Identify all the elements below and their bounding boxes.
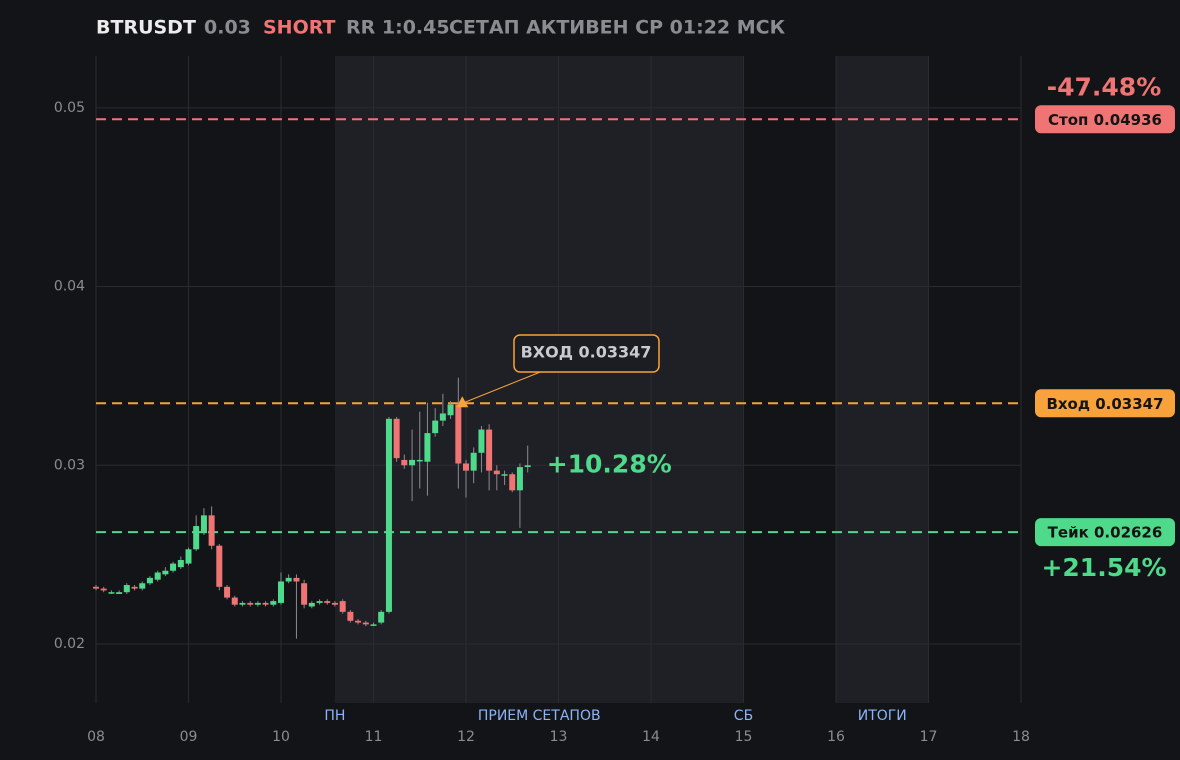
level-change: +21.54% <box>1041 553 1166 582</box>
candle-body <box>200 515 207 534</box>
candle-body <box>193 526 200 550</box>
candle-body <box>208 515 215 546</box>
candle-body <box>316 601 323 603</box>
x-tick-label: 09 <box>180 729 198 745</box>
candle-body <box>100 588 107 591</box>
candle-body <box>270 601 277 605</box>
y-tick-label: 0.05 <box>54 100 85 116</box>
candle-body <box>308 602 315 607</box>
x-tick-label: 10 <box>272 729 290 745</box>
candle-body <box>301 583 308 605</box>
candle-body <box>239 602 246 605</box>
candle-body <box>278 581 284 603</box>
candle-body <box>470 452 477 471</box>
x-tick-label: 14 <box>642 729 660 745</box>
candle-body <box>262 602 269 605</box>
candle-body <box>424 433 431 462</box>
rr: RR 1:0.45 <box>346 17 450 39</box>
session-label: ИТОГИ <box>858 708 907 724</box>
y-tick-label: 0.02 <box>54 636 85 652</box>
candle-body <box>162 570 169 575</box>
annotation-arrow <box>456 396 469 408</box>
level-badge <box>1035 518 1175 547</box>
annotation-leader <box>462 371 541 404</box>
candle-body <box>116 592 123 594</box>
candle-body <box>416 459 423 462</box>
x-tick-label: 12 <box>457 729 475 745</box>
candle-body <box>285 577 292 582</box>
candle-body <box>170 563 177 571</box>
level-change: -47.48% <box>1047 72 1162 101</box>
candle-body <box>139 583 146 589</box>
candle-body <box>355 620 362 623</box>
candle-body <box>439 413 446 421</box>
candle-body <box>108 592 115 594</box>
candle-body <box>247 602 254 605</box>
candle-body <box>447 404 454 416</box>
candle-body <box>254 602 261 605</box>
session-label: ПН <box>324 708 345 724</box>
session-label: ПРИЕМ СЕТАПОВ <box>478 708 601 724</box>
x-tick-label: 17 <box>920 729 938 745</box>
candle-body <box>409 459 416 466</box>
candle-body <box>516 467 523 491</box>
level-label: Стоп 0.04936 <box>1048 111 1162 129</box>
candle-body <box>463 463 469 471</box>
annotation-box <box>513 334 660 373</box>
candle-body <box>393 418 400 459</box>
x-tick-label: 18 <box>1012 729 1030 745</box>
symbol: BTRUSDT <box>96 17 196 39</box>
price: 0.03 <box>204 17 251 39</box>
candle-body <box>347 611 354 621</box>
x-tick-label: 15 <box>735 729 753 745</box>
candle-body <box>385 418 392 612</box>
session-band <box>836 56 929 703</box>
x-tick-label: 16 <box>827 729 845 745</box>
x-tick-label: 13 <box>550 729 568 745</box>
level-label: Тейк 0.02626 <box>1048 524 1163 542</box>
level-badge <box>1035 105 1175 134</box>
y-tick-label: 0.03 <box>54 457 85 473</box>
level-label: Вход 0.03347 <box>1046 395 1163 413</box>
candle-body <box>324 601 331 603</box>
candle-body <box>401 459 408 466</box>
candle-body <box>455 404 462 464</box>
candle-body <box>478 429 485 453</box>
status: СЕТАП АКТИВЕН СР 01:22 МСК <box>449 17 786 39</box>
y-tick-label: 0.04 <box>54 279 85 295</box>
candle-body <box>177 560 184 568</box>
level-badge <box>1035 389 1175 418</box>
candle-body <box>93 586 99 589</box>
candle-body <box>370 624 377 626</box>
session-band <box>334 56 744 703</box>
candle-body <box>339 601 346 612</box>
candle-body <box>224 586 231 598</box>
x-tick-label: 08 <box>87 729 105 745</box>
candle-body <box>185 549 192 564</box>
candle-body <box>432 420 439 434</box>
candle-body <box>331 602 338 605</box>
candle-body <box>362 622 369 625</box>
candle-body <box>524 465 531 468</box>
candle-body <box>231 597 238 605</box>
header: BTRUSDT 0.03 SHORT RR 1:0.45 СЕТАП АКТИВ… <box>96 17 786 39</box>
side: SHORT <box>263 17 336 39</box>
current-change: +10.28% <box>547 449 672 478</box>
candle-body <box>146 577 153 584</box>
candle-body <box>378 611 385 623</box>
candle-body <box>493 470 500 475</box>
candle-body <box>131 586 138 589</box>
candle-body <box>509 474 516 491</box>
candle-body <box>123 585 130 593</box>
candle-body <box>501 474 508 476</box>
candle-body <box>293 577 300 582</box>
candle-body <box>154 572 161 580</box>
candle-body <box>486 429 493 471</box>
x-tick-label: 11 <box>365 729 383 745</box>
session-label: СБ <box>734 708 753 724</box>
candle-body <box>216 545 223 587</box>
annotation-text: ВХОД 0.03347 <box>521 343 652 362</box>
